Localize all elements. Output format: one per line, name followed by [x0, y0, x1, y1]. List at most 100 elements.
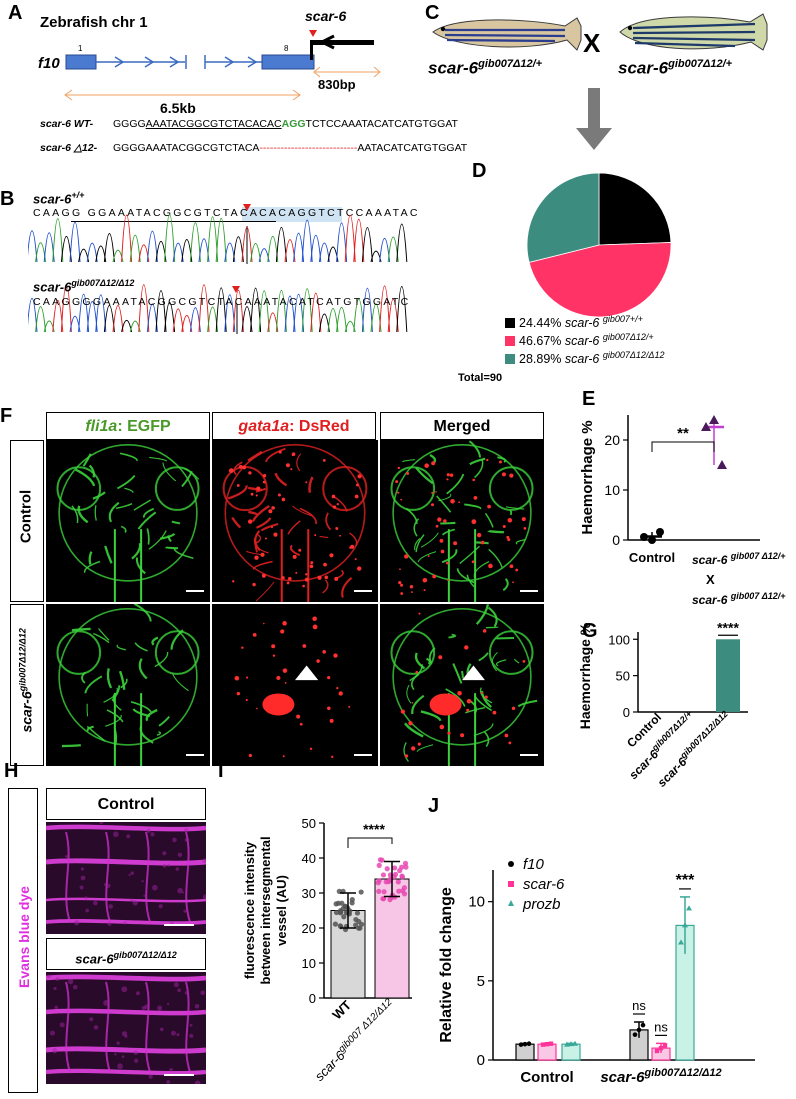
- legend-marker: [508, 861, 514, 867]
- blood-cell: [404, 754, 409, 758]
- vessel: [88, 551, 93, 565]
- blood-cell: [408, 721, 413, 726]
- significance-label: ****: [363, 821, 385, 837]
- blood-cell: [487, 504, 491, 509]
- blood-cell: [453, 541, 458, 546]
- vessel: [403, 742, 409, 762]
- vessel: [413, 518, 420, 537]
- blood-cell: [443, 519, 447, 523]
- gene-scar6-label: scar-6: [305, 8, 347, 24]
- vessel: [459, 545, 480, 565]
- blood-cell: [471, 519, 477, 525]
- blood-cell: [281, 576, 285, 580]
- trace-peak: [112, 305, 124, 333]
- trace-peak: [250, 242, 262, 263]
- distance-830bp: 830bp: [318, 77, 356, 92]
- trace-peak: [310, 235, 322, 263]
- trace-peak: [275, 290, 287, 333]
- blood-cell: [302, 584, 305, 588]
- vessel: [94, 505, 97, 521]
- blood-cell: [268, 509, 273, 514]
- vessel: [131, 542, 142, 560]
- data-point: [349, 900, 355, 906]
- data-point: [339, 900, 345, 906]
- eye-right: [488, 466, 534, 511]
- blood-cell: [276, 675, 281, 681]
- data-point: [518, 1042, 524, 1047]
- blood-cell: [245, 676, 249, 679]
- data-point: [682, 922, 688, 928]
- blood-cell: [265, 537, 268, 540]
- evans-speckle: [162, 851, 167, 856]
- evans-speckle: [46, 974, 51, 979]
- panel-label-c: C: [425, 2, 440, 24]
- trunk-vessel: [447, 529, 477, 602]
- vessel: [497, 456, 507, 463]
- evans-speckle: [158, 904, 163, 909]
- blood-cell: [336, 502, 339, 506]
- evans-speckle: [189, 1033, 194, 1038]
- h-header-control: Control: [46, 788, 206, 820]
- trace-peak: [28, 230, 38, 263]
- annotation-label: ns: [632, 998, 646, 1013]
- trace-peak: [284, 295, 296, 333]
- legend-percent: 24.44%: [519, 316, 565, 331]
- evans-speckle: [157, 1005, 163, 1011]
- blood-cell: [252, 582, 256, 587]
- blood-cell: [284, 681, 287, 684]
- evans-speckle: [106, 883, 111, 889]
- evans-vessel-horizontal: [46, 974, 206, 982]
- blood-cell: [292, 554, 297, 559]
- panel-label-j: J: [428, 795, 440, 817]
- x-tick-label: Control: [629, 550, 675, 565]
- vessel: [149, 456, 168, 462]
- image-gata1a-control: [212, 440, 378, 602]
- blood-cell: [473, 495, 478, 500]
- blood-cell: [232, 580, 235, 583]
- blood-cell: [415, 670, 419, 674]
- vessel: [474, 458, 484, 479]
- evans-speckle: [167, 863, 170, 867]
- vessel: [491, 651, 498, 672]
- vessel: [83, 560, 101, 573]
- blood-cell: [248, 753, 252, 758]
- evans-speckle: [134, 1058, 139, 1063]
- vessel: [473, 561, 490, 578]
- vessel: [158, 716, 170, 727]
- trace-peak: [198, 284, 210, 333]
- blood-cell: [458, 501, 461, 504]
- blood-cell: [248, 471, 252, 475]
- blood-cell: [501, 472, 506, 477]
- data-point: [375, 880, 381, 886]
- vessel: [488, 548, 503, 568]
- blood-cell: [271, 644, 276, 649]
- data-point: [526, 1041, 532, 1046]
- evans-speckle: [85, 908, 90, 913]
- evans-speckle: [183, 909, 187, 913]
- vessel: [322, 579, 329, 594]
- blood-cell: [272, 654, 276, 657]
- haemorrhage: [262, 693, 295, 716]
- data-point: [540, 1042, 546, 1047]
- vessel: [93, 632, 110, 644]
- blood-cell: [400, 498, 403, 501]
- vessel: [319, 535, 329, 538]
- eye-right: [322, 466, 368, 512]
- image-evans-mutant: [46, 972, 206, 1084]
- evans-speckle: [184, 828, 189, 833]
- deletion-sequence-label: scar-6 △12-: [40, 142, 98, 154]
- vessel: [308, 476, 314, 493]
- legend-swatch: [505, 318, 515, 329]
- blood-cell: [506, 535, 510, 539]
- y-axis-label: vessel (AU): [274, 875, 289, 946]
- image-merged-mutant: [380, 604, 544, 766]
- vessel: [401, 459, 415, 463]
- blood-cell: [450, 498, 455, 504]
- vessel: [296, 453, 302, 472]
- y-tick-label: 0: [612, 532, 620, 548]
- evans-speckle: [177, 852, 183, 858]
- blood-cell: [357, 566, 362, 571]
- vessel: [173, 548, 194, 560]
- vessel: [106, 709, 124, 723]
